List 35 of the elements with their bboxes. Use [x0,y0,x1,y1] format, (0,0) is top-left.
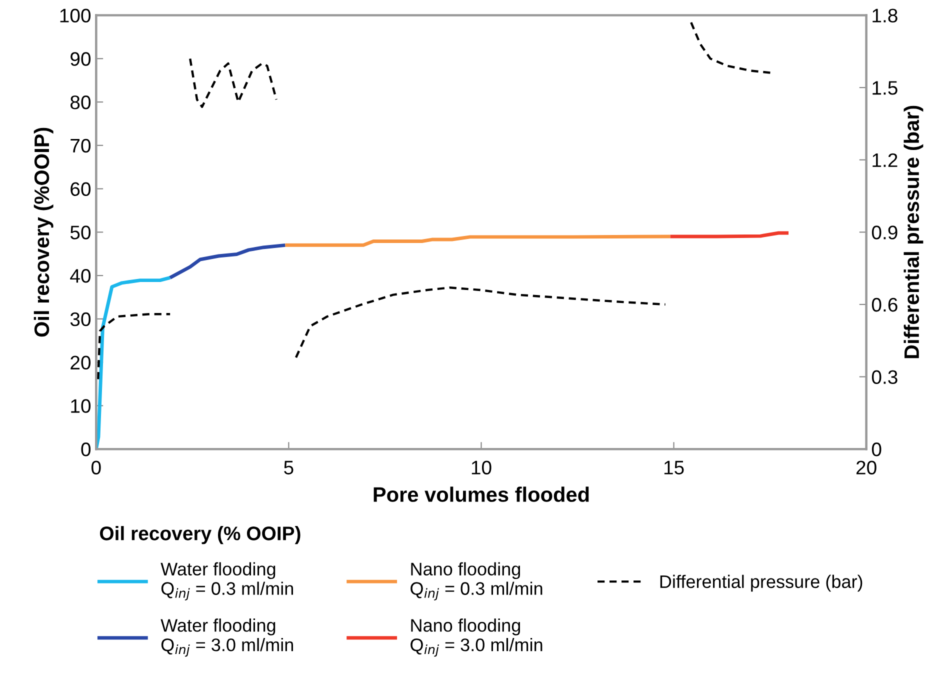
legend-label: Water flooding Q$_{inj}$ = 3.0 ml/min [160,618,294,657]
legend-title: Oil recovery (% OOIP) [100,526,300,544]
x-tick-label: 0 [92,460,101,474]
line-series [283,234,672,247]
y-tick-label: 40 [70,269,91,283]
legend-label: Water flooding Q$_{inj}$ = 0.3 ml/min [160,562,294,600]
y2-tick-label: 0.3 [872,370,898,384]
y-tick-label: 90 [70,52,91,66]
y2-tick-label: 0 [872,442,882,456]
y2-tick-label: 0.9 [872,226,898,240]
y-tick-label: 50 [70,226,91,240]
x-tick-label: 5 [284,460,294,474]
y-tick-label: 0 [81,442,91,456]
y2-tick-label: 1.8 [872,8,898,22]
line-series [96,276,172,450]
y2-tick-label: 0.6 [872,298,898,312]
x-axis-title: Pore volumes flooded [374,486,589,502]
legend-label: Differential pressure (bar) [660,574,862,592]
y-tick-label: 100 [60,8,91,22]
legend-label: Nano flooding Q$_{inj}$ = 0.3 ml/min [410,562,542,600]
y-tick-label: 10 [71,399,91,413]
x-tick-label: 15 [664,460,684,474]
y-tick-label: 70 [70,138,91,153]
x-tick-label: 10 [472,460,492,474]
x-tick-label: 20 [856,460,876,474]
y2-axis-title: Differential pressure (bar) [904,106,924,358]
y2-tick-label: 1.2 [872,153,898,167]
y2-tick-label: 1.5 [872,81,898,95]
y-axis-title: Oil recovery (%OOIP) [34,128,54,337]
y-tick-label: 20 [70,356,91,370]
y-tick-label: 60 [70,182,91,196]
line-series [168,243,287,280]
y-tick-label: 30 [70,312,91,326]
legend-label: Nano flooding Q$_{inj}$ = 3.0 ml/min [410,618,542,657]
y-tick-label: 80 [70,95,91,110]
